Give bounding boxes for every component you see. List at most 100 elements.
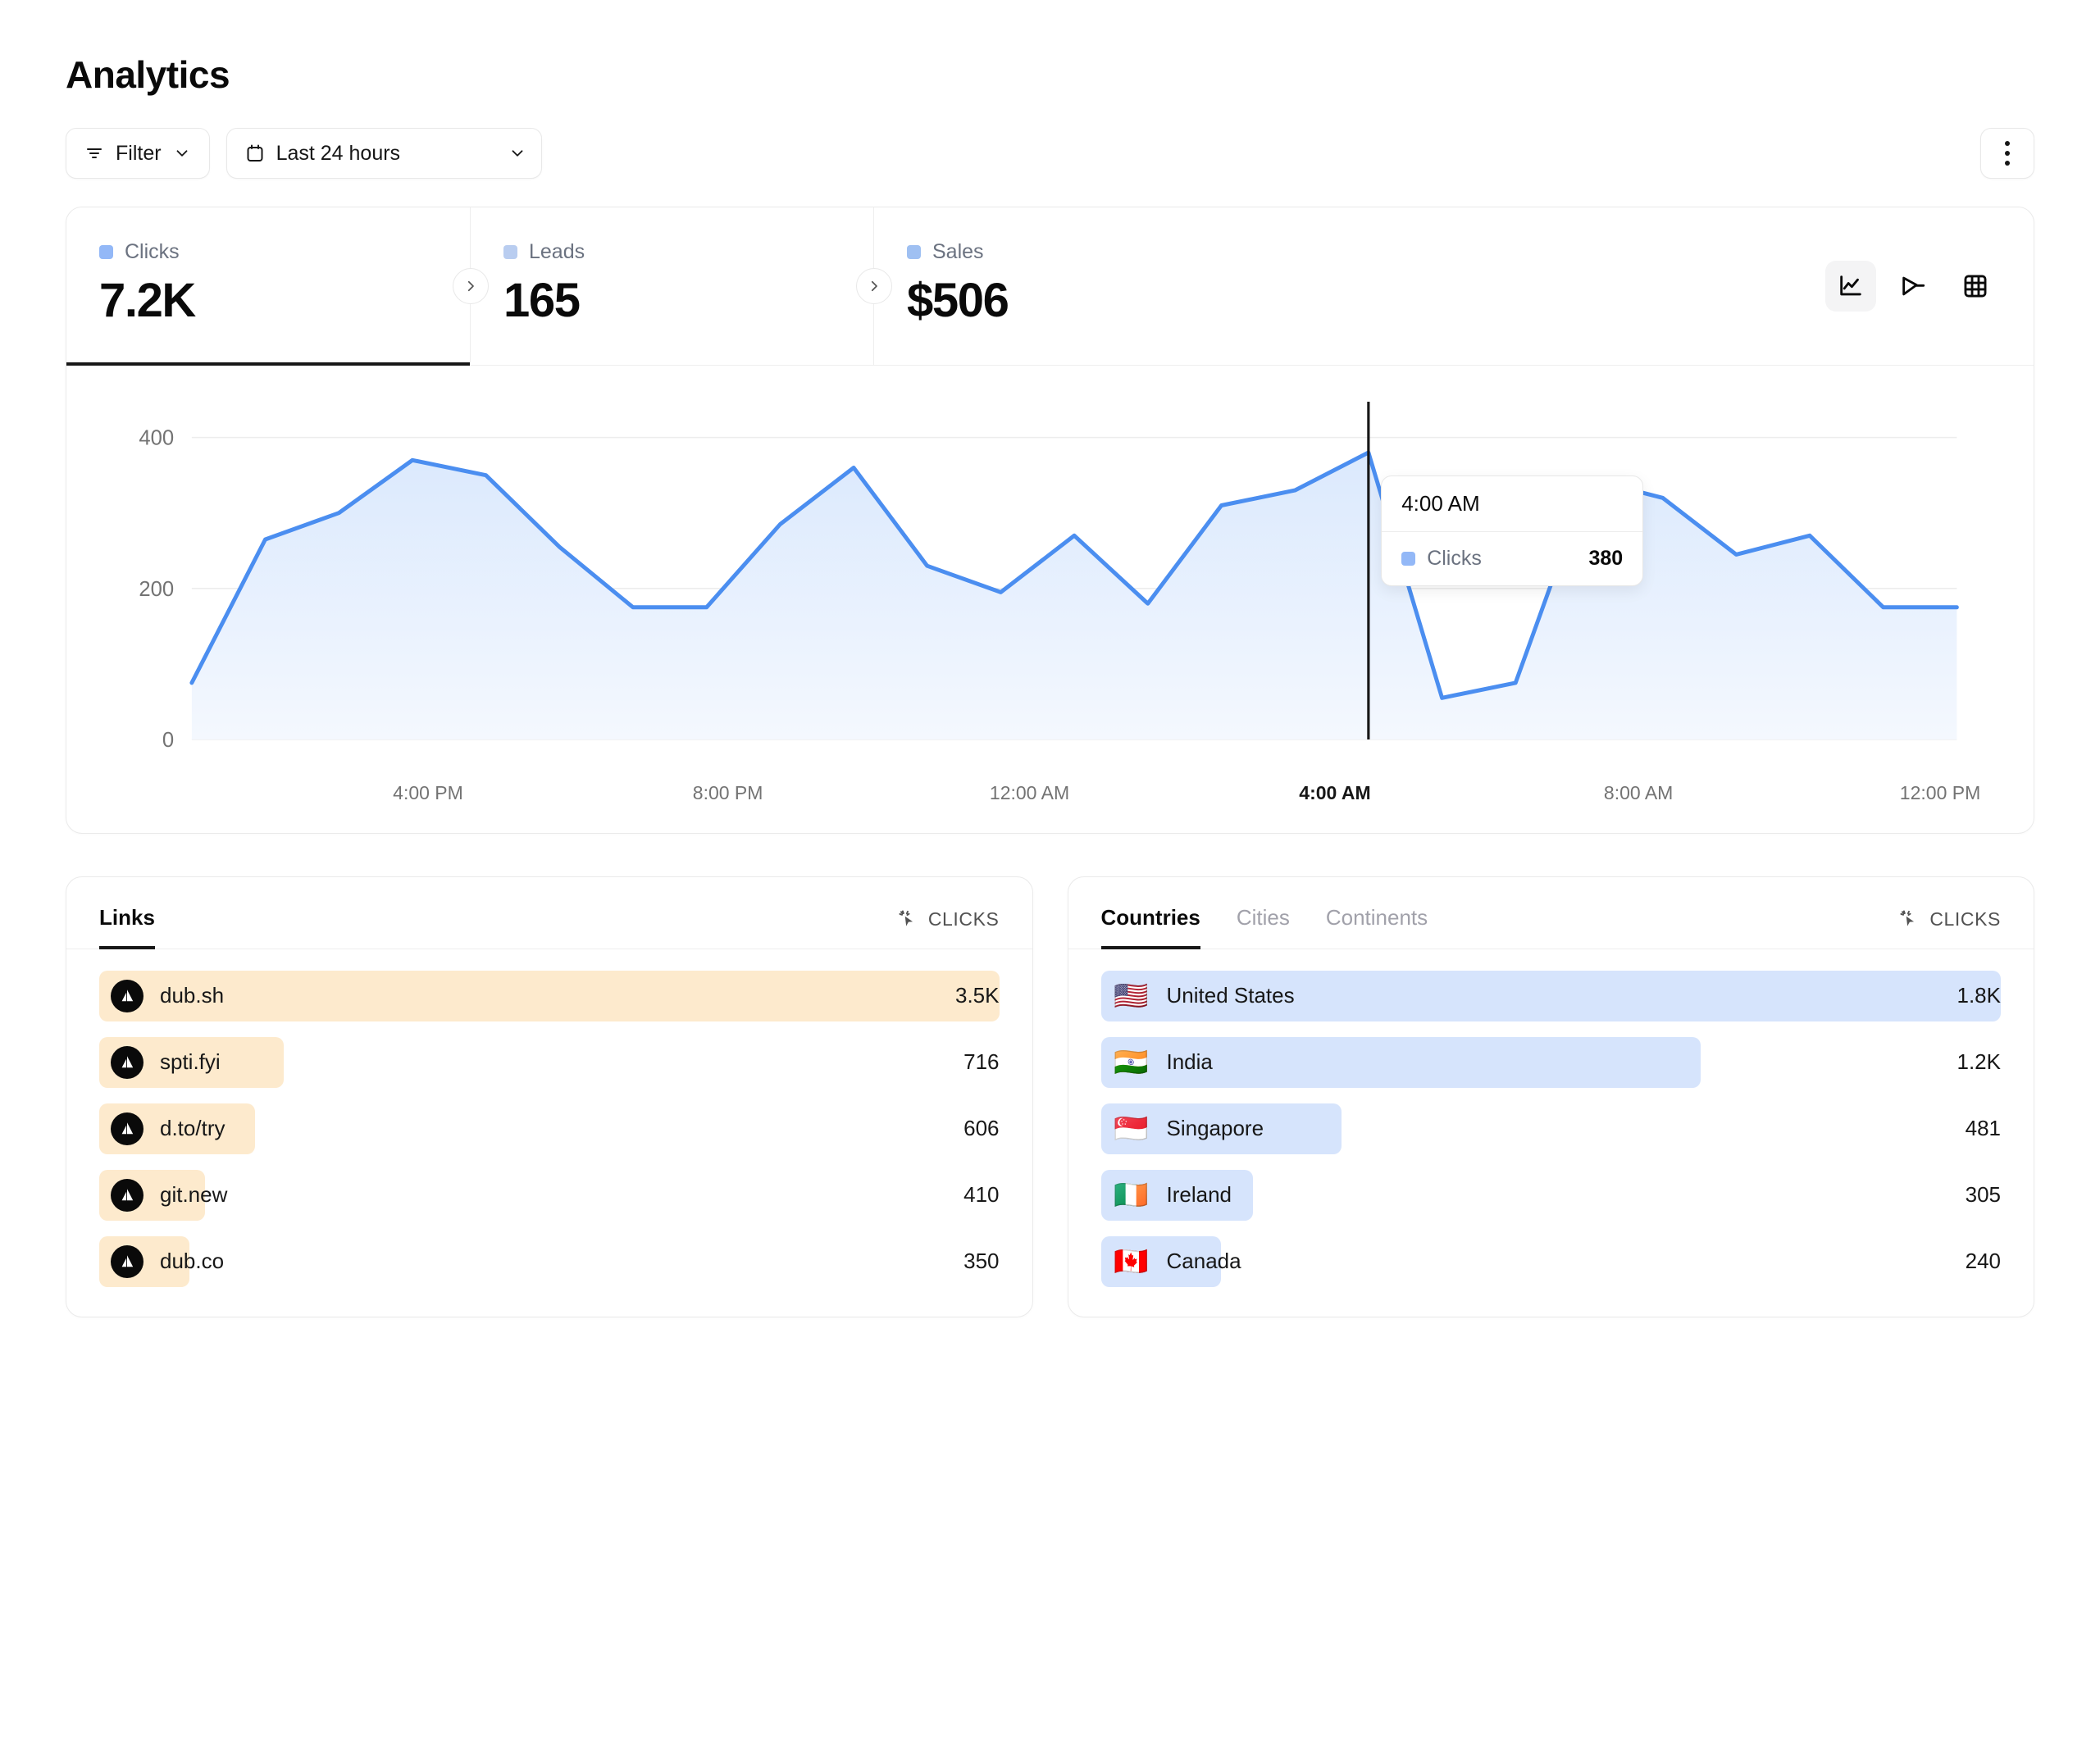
dub-logo-icon bbox=[111, 1045, 143, 1079]
tooltip-swatch bbox=[1401, 551, 1416, 566]
tab-cities[interactable]: Cities bbox=[1236, 904, 1290, 930]
row-label: spti.fyi bbox=[160, 1049, 221, 1075]
row-value-bar bbox=[99, 970, 1000, 1021]
links-metric-selector[interactable]: CLICKS bbox=[897, 908, 1000, 949]
row-label: United States bbox=[1166, 983, 1295, 1008]
kebab-menu-icon bbox=[2005, 141, 2010, 146]
links-metric-label: CLICKS bbox=[927, 908, 1000, 930]
clicks-color-swatch bbox=[99, 245, 113, 259]
links-panel-header: Links CLICKS bbox=[66, 877, 1032, 950]
calendar-icon bbox=[245, 143, 265, 163]
funnel-view-button[interactable] bbox=[1888, 261, 1938, 312]
row-label: dub.sh bbox=[160, 983, 225, 1008]
country-row[interactable]: 🇮🇪 Ireland 305 bbox=[1100, 1169, 2001, 1221]
row-value: 240 bbox=[1965, 1249, 2001, 1274]
link-row[interactable]: dub.co 350 bbox=[99, 1235, 1000, 1287]
row-value: 1.2K bbox=[1957, 1049, 2002, 1075]
filter-label: Filter bbox=[116, 141, 162, 165]
row-value: 305 bbox=[1965, 1182, 2001, 1208]
links-rows: dub.sh 3.5K spti.fyi 716 d.to/try 606 git.new 4… bbox=[66, 949, 1032, 1317]
row-value: 481 bbox=[1965, 1116, 2001, 1141]
country-row[interactable]: 🇨🇦 Canada 240 bbox=[1100, 1235, 2001, 1287]
line-chart-icon bbox=[1837, 272, 1865, 300]
row-value-bar bbox=[1100, 970, 2001, 1021]
metric-value-leads: 165 bbox=[503, 274, 581, 327]
row-label: dub.co bbox=[160, 1249, 225, 1274]
chevron-down-icon bbox=[173, 144, 191, 162]
row-label: Singapore bbox=[1166, 1116, 1264, 1141]
row-value: 1.8K bbox=[1957, 983, 2002, 1008]
date-range-select[interactable]: Last 24 hours bbox=[225, 128, 542, 179]
row-label: Canada bbox=[1166, 1249, 1241, 1274]
funnel-icon bbox=[1899, 272, 1927, 300]
country-flag-icon: 🇨🇦 bbox=[1114, 1245, 1149, 1277]
row-label: git.new bbox=[160, 1182, 228, 1208]
metric-tab-clicks[interactable]: Clicks 7.2K bbox=[66, 207, 470, 366]
y-axis-tick-200: 200 bbox=[139, 577, 174, 600]
chevron-down-icon bbox=[508, 144, 526, 162]
metric-tab-leads[interactable]: Leads 165 bbox=[453, 207, 873, 365]
table-view-button[interactable] bbox=[1950, 261, 2001, 312]
tooltip-value: 380 bbox=[1588, 546, 1624, 570]
line-chart-view-button[interactable] bbox=[1825, 260, 1876, 312]
chart-area-fill bbox=[191, 452, 1957, 739]
grid-icon bbox=[1961, 272, 1989, 300]
row-value: 350 bbox=[963, 1249, 1000, 1274]
locations-panel-header: Countries Cities Continents CLICKS bbox=[1068, 877, 2034, 950]
toolbar: Filter Last 24 hours bbox=[66, 128, 2034, 179]
tooltip-series-label: Clicks bbox=[1427, 546, 1482, 570]
metric-next-arrow-2[interactable] bbox=[856, 267, 892, 304]
chart-plot-area: 0 200 400 4:00 PM 8:00 PM 12:00 AM 4:00 AM 8:0… bbox=[66, 366, 2034, 833]
row-value-bar bbox=[1100, 1103, 1342, 1154]
row-label: Ireland bbox=[1166, 1182, 1232, 1208]
sales-color-swatch bbox=[907, 245, 921, 259]
country-row[interactable]: 🇮🇳 India 1.2K bbox=[1100, 1036, 2002, 1088]
row-value: 410 bbox=[963, 1182, 1000, 1208]
link-row[interactable]: d.to/try 606 bbox=[99, 1103, 1000, 1154]
link-row[interactable]: git.new 410 bbox=[99, 1169, 1000, 1221]
row-value-bar bbox=[1100, 1036, 1701, 1088]
tab-countries[interactable]: Countries bbox=[1100, 905, 1201, 950]
link-row[interactable]: spti.fyi 716 bbox=[99, 1036, 1000, 1088]
view-toggle-group bbox=[1825, 260, 2001, 312]
leads-color-swatch bbox=[503, 245, 517, 259]
locations-metric-selector[interactable]: CLICKS bbox=[1898, 908, 2001, 949]
page-title: Analytics bbox=[66, 53, 230, 96]
country-flag-icon: 🇸🇬 bbox=[1114, 1112, 1149, 1144]
dub-logo-icon bbox=[111, 1244, 143, 1278]
metric-value-sales: $506 bbox=[907, 274, 1009, 327]
links-panel: Links CLICKS dub.sh 3.5K spti.fyi 716 d.to/t… bbox=[66, 876, 1033, 1317]
date-range-label: Last 24 hours bbox=[276, 141, 401, 165]
filter-icon bbox=[84, 143, 104, 163]
row-value-bar bbox=[1100, 1169, 1254, 1221]
filter-button[interactable]: Filter bbox=[66, 128, 210, 179]
chart-tooltip: 4:00 AM Clicks 380 bbox=[1381, 475, 1644, 586]
tab-links[interactable]: Links bbox=[99, 905, 155, 950]
country-rows: 🇺🇸 United States 1.8K 🇮🇳 India 1.2K 🇸🇬 Singapor… bbox=[1068, 949, 2034, 1317]
chart-line bbox=[189, 450, 1959, 700]
dub-logo-icon bbox=[111, 1178, 143, 1212]
metric-tabs: Clicks 7.2K Leads 165 bbox=[66, 207, 2034, 366]
more-options-button[interactable] bbox=[1980, 128, 2034, 179]
country-flag-icon: 🇺🇸 bbox=[1114, 980, 1149, 1012]
row-label: d.to/try bbox=[160, 1116, 225, 1141]
country-row[interactable]: 🇺🇸 United States 1.8K bbox=[1100, 970, 2002, 1021]
metric-label-leads: Leads bbox=[529, 240, 585, 263]
metric-next-arrow-1[interactable] bbox=[453, 267, 489, 304]
clicks-area-chart[interactable]: 0 200 400 bbox=[119, 401, 1981, 789]
country-flag-icon: 🇮🇪 bbox=[1114, 1179, 1149, 1211]
row-label: India bbox=[1166, 1049, 1213, 1075]
country-row[interactable]: 🇸🇬 Singapore 481 bbox=[1100, 1103, 2001, 1154]
metric-tab-sales[interactable]: Sales $506 bbox=[856, 207, 2034, 365]
y-axis-tick-400: 400 bbox=[139, 426, 174, 449]
tab-continents[interactable]: Continents bbox=[1325, 904, 1428, 930]
metric-label-clicks: Clicks bbox=[125, 240, 180, 263]
dub-logo-icon bbox=[111, 979, 143, 1012]
locations-panel: Countries Cities Continents CLICKS bbox=[1067, 876, 2034, 1317]
link-row[interactable]: dub.sh 3.5K bbox=[99, 970, 1000, 1021]
metric-value-clicks: 7.2K bbox=[99, 274, 196, 327]
tooltip-time: 4:00 AM bbox=[1401, 490, 1480, 516]
cursor-click-icon bbox=[897, 908, 918, 930]
row-value: 716 bbox=[963, 1049, 1000, 1075]
y-axis-tick-0: 0 bbox=[162, 728, 174, 751]
